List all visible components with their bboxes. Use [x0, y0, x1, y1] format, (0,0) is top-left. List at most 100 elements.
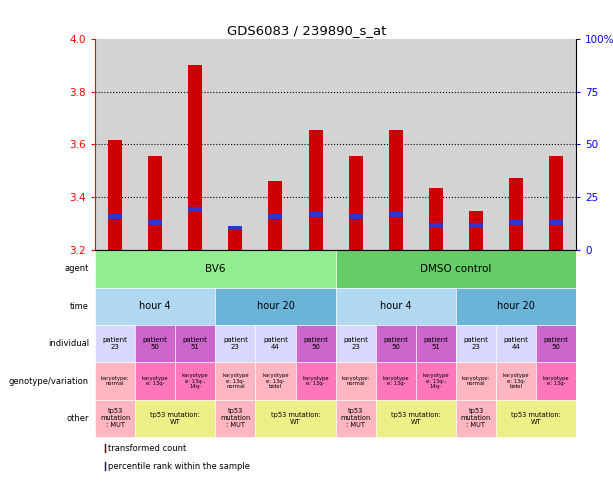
Bar [509, 220, 523, 225]
Bar [496, 325, 536, 362]
Bar [376, 400, 456, 437]
Text: hour 4: hour 4 [139, 301, 171, 312]
Bar [336, 325, 376, 362]
Text: karyotype
e: 13q-
bidel: karyotype e: 13q- bidel [503, 373, 530, 389]
Text: patient
23: patient 23 [102, 337, 128, 350]
Bar [389, 213, 403, 217]
Text: tp53
mutation
: MUT: tp53 mutation : MUT [100, 409, 130, 428]
Text: time: time [70, 302, 89, 311]
Bar [175, 362, 215, 400]
Bar [549, 220, 563, 225]
Text: karyotype
e: 13q-: karyotype e: 13q- [302, 376, 329, 386]
Bar [188, 207, 202, 212]
Text: DMSO control: DMSO control [421, 264, 492, 274]
Bar [509, 178, 523, 250]
Bar [456, 325, 496, 362]
Bar [135, 325, 175, 362]
Text: other: other [66, 414, 89, 423]
Text: karyotype
e: 13q-,
14q-: karyotype e: 13q-, 14q- [422, 373, 449, 389]
Bar [349, 156, 363, 250]
Text: patient
50: patient 50 [143, 337, 167, 350]
Text: patient
23: patient 23 [223, 337, 248, 350]
Bar [456, 288, 576, 325]
Text: percentile rank within the sample: percentile rank within the sample [108, 462, 250, 471]
Text: genotype/variation: genotype/variation [9, 377, 89, 385]
Bar [349, 214, 363, 218]
Bar [456, 362, 496, 400]
Text: patient
44: patient 44 [504, 337, 528, 350]
Bar [416, 325, 456, 362]
Bar [95, 250, 336, 288]
Bar [389, 130, 403, 250]
Bar [256, 362, 295, 400]
Bar [416, 362, 456, 400]
Bar [105, 462, 106, 471]
Text: patient
51: patient 51 [424, 337, 448, 350]
Bar [429, 223, 443, 228]
Bar [135, 400, 215, 437]
Text: karyotype
e: 13q-
normal: karyotype e: 13q- normal [222, 373, 249, 389]
Bar [95, 325, 135, 362]
Bar [135, 362, 175, 400]
Text: tp53
mutation
: MUT: tp53 mutation : MUT [461, 409, 491, 428]
Text: patient
23: patient 23 [343, 337, 368, 350]
Bar [376, 362, 416, 400]
Text: tp53 mutation:
WT: tp53 mutation: WT [150, 412, 200, 425]
Bar [108, 141, 122, 250]
Text: patient
44: patient 44 [263, 337, 288, 350]
Text: karyotype
e: 13q-
bidel: karyotype e: 13q- bidel [262, 373, 289, 389]
Text: patient
50: patient 50 [383, 337, 408, 350]
Bar [108, 214, 122, 218]
Bar [469, 211, 483, 250]
Bar [536, 362, 576, 400]
Text: patient
50: patient 50 [303, 337, 328, 350]
Bar [536, 325, 576, 362]
Bar [295, 362, 336, 400]
Text: tp53 mutation:
WT: tp53 mutation: WT [511, 412, 561, 425]
Text: karyotype
e: 13q-: karyotype e: 13q- [383, 376, 409, 386]
Bar [175, 325, 215, 362]
Bar [256, 400, 336, 437]
Bar [308, 213, 322, 217]
Bar [268, 182, 283, 250]
Bar [148, 220, 162, 225]
Text: hour 20: hour 20 [497, 301, 535, 312]
Text: BV6: BV6 [205, 264, 226, 274]
Bar [429, 188, 443, 250]
Text: hour 20: hour 20 [256, 301, 294, 312]
Bar [469, 223, 483, 228]
Bar [336, 400, 376, 437]
Bar [95, 362, 135, 400]
Text: patient
50: patient 50 [544, 337, 569, 350]
Bar [215, 400, 256, 437]
Bar [215, 288, 336, 325]
Text: patient
23: patient 23 [463, 337, 489, 350]
Bar [295, 325, 336, 362]
Bar [95, 400, 135, 437]
Text: tp53 mutation:
WT: tp53 mutation: WT [270, 412, 321, 425]
Bar [456, 400, 496, 437]
Text: tp53
mutation
: MUT: tp53 mutation : MUT [341, 409, 371, 428]
Text: agent: agent [64, 265, 89, 273]
Bar [215, 362, 256, 400]
Bar [336, 288, 456, 325]
Text: individual: individual [48, 339, 89, 348]
Text: karyotype:
normal: karyotype: normal [101, 376, 129, 386]
Bar [268, 214, 283, 218]
Text: tp53 mutation:
WT: tp53 mutation: WT [391, 412, 441, 425]
Text: karyotype:
normal: karyotype: normal [462, 376, 490, 386]
Bar [496, 362, 536, 400]
Bar [376, 325, 416, 362]
Text: hour 4: hour 4 [380, 301, 411, 312]
Text: karyotype
e: 13q-,
14q-: karyotype e: 13q-, 14q- [182, 373, 208, 389]
Bar [229, 228, 242, 250]
Bar [336, 250, 576, 288]
Text: GDS6083 / 239890_s_at: GDS6083 / 239890_s_at [227, 24, 386, 37]
Text: transformed count: transformed count [108, 444, 186, 453]
Bar [256, 325, 295, 362]
Bar [148, 156, 162, 250]
Bar [308, 130, 322, 250]
Bar [496, 400, 576, 437]
Bar [336, 362, 376, 400]
Text: karyotype
e: 13q-: karyotype e: 13q- [543, 376, 569, 386]
